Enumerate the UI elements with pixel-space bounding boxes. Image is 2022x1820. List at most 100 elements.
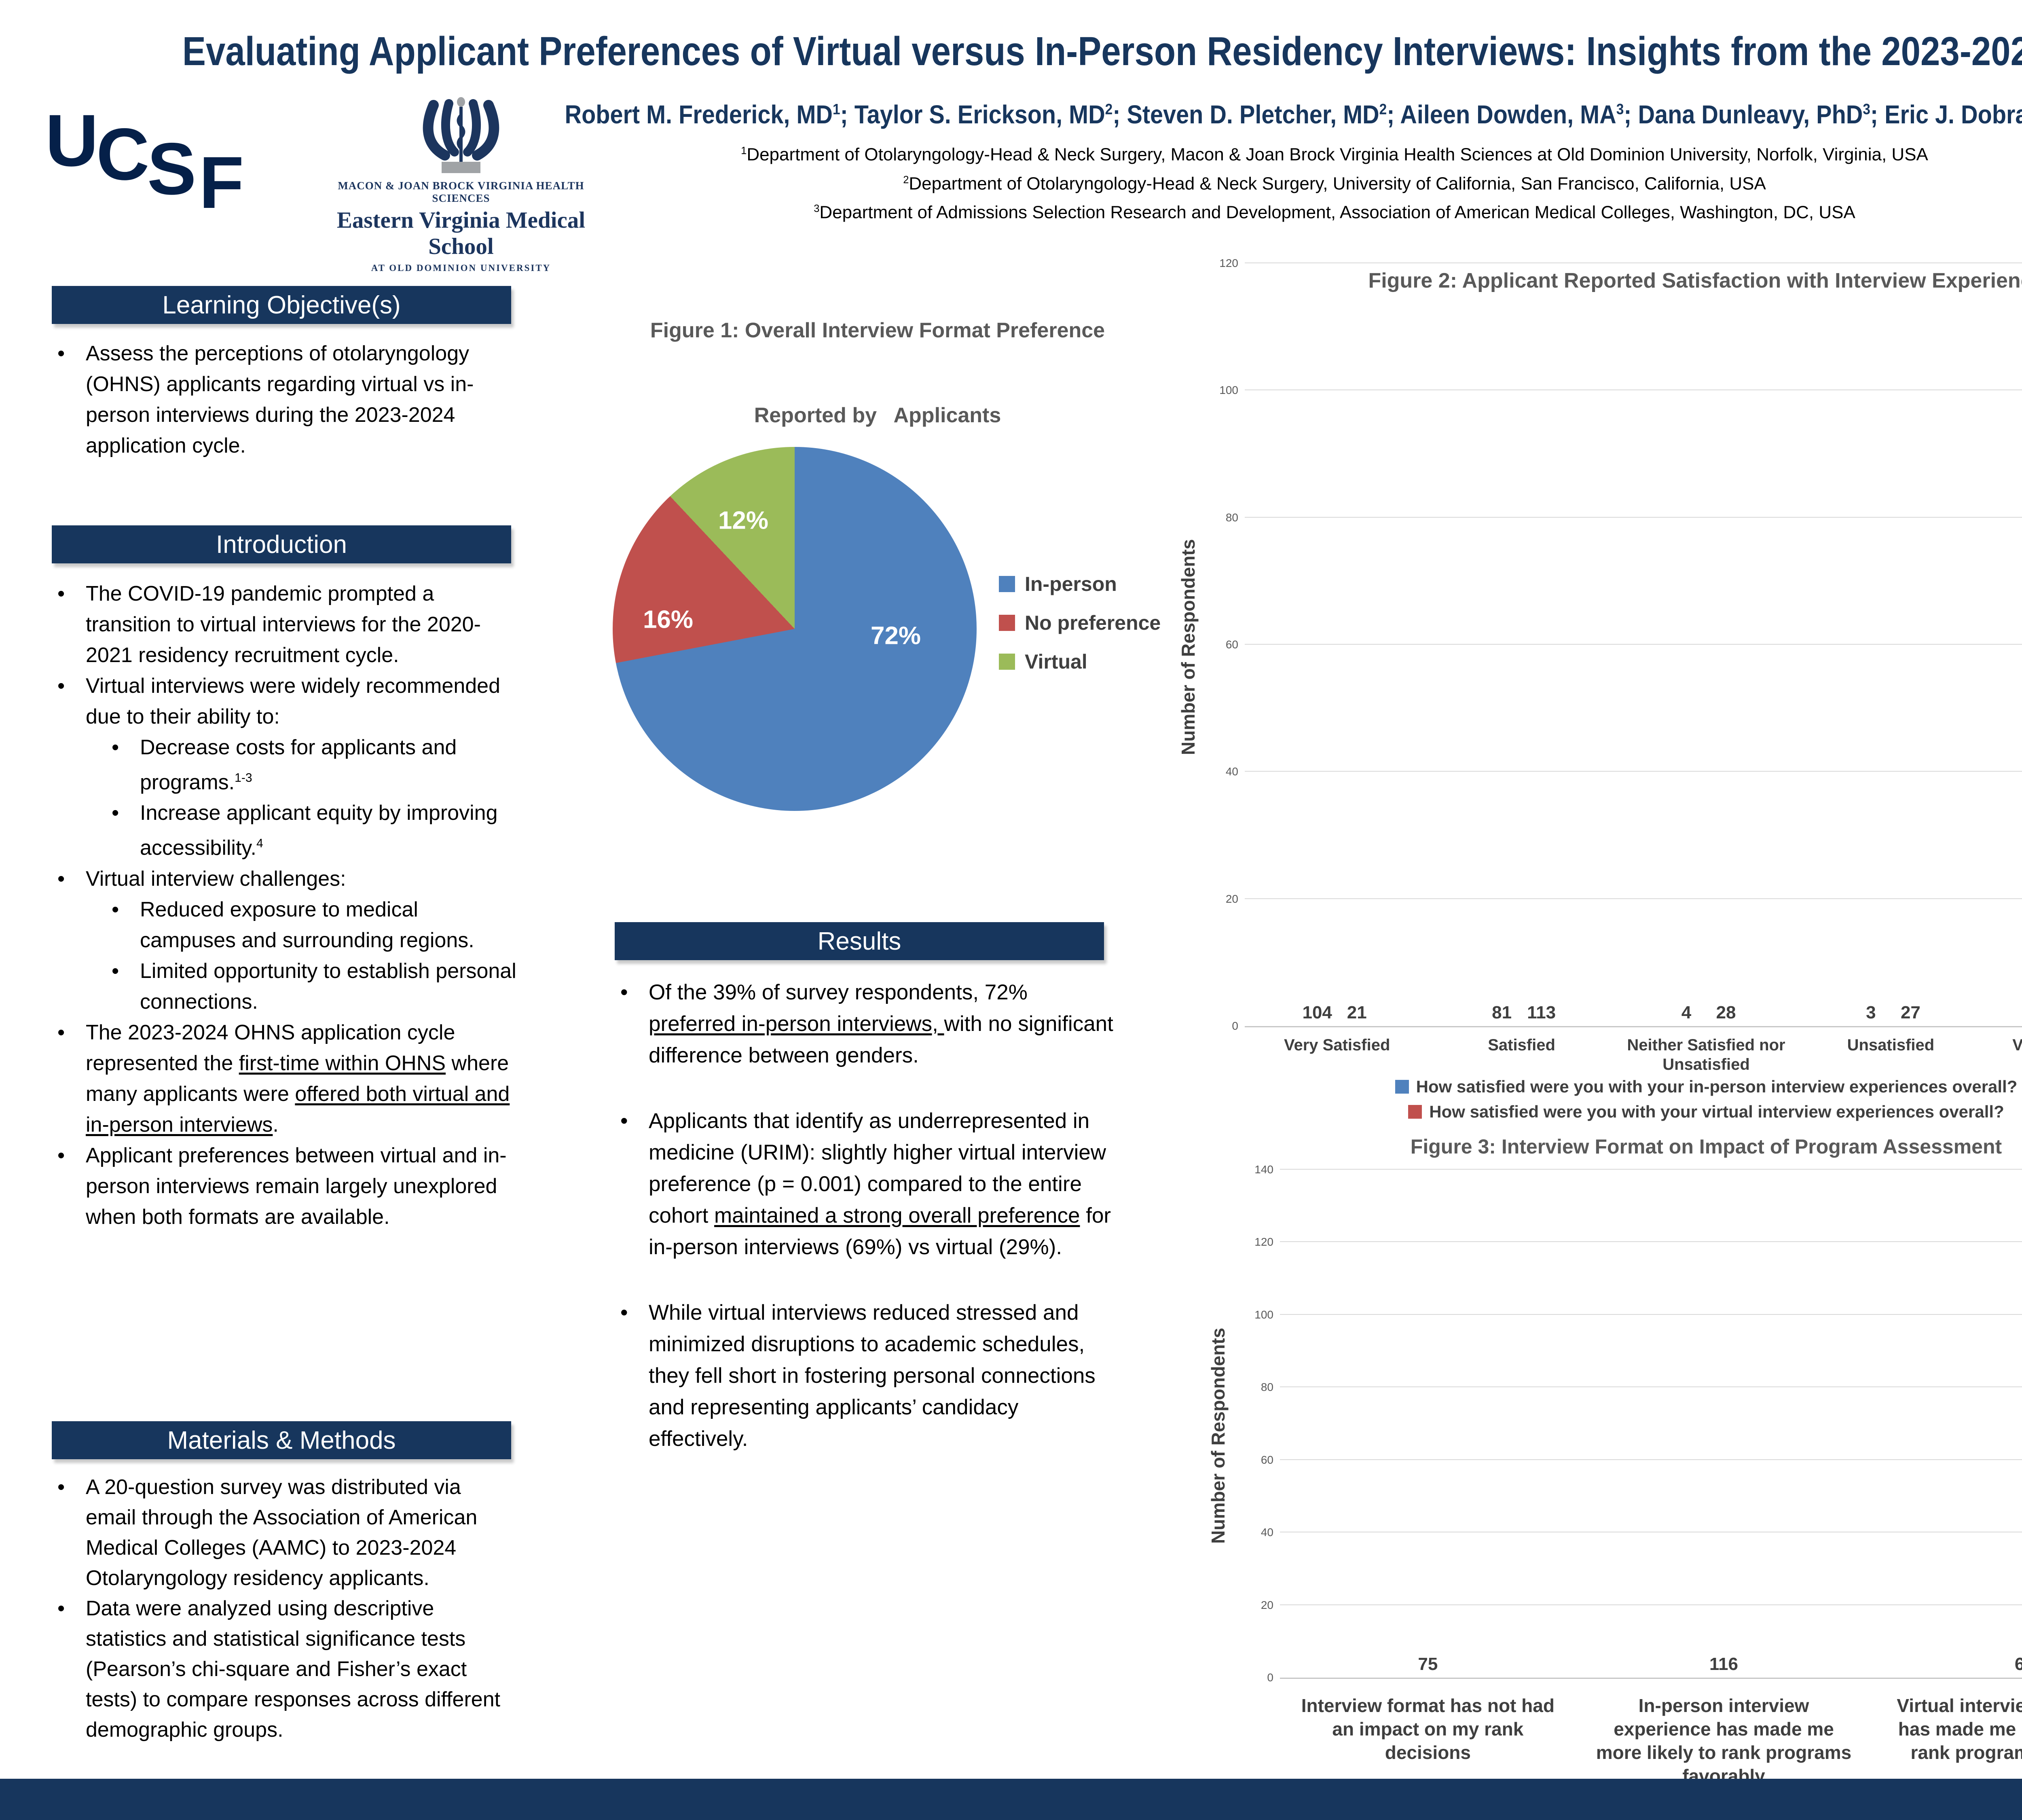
evms-logo: MACON & JOAN BROCK VIRGINIA HEALTH SCIEN… [315,97,607,273]
text-segment: Robert M. Frederick, MD [565,100,833,129]
bullet-item: • Of the 39% of survey respondents, 72% p… [615,977,1114,1071]
bullet-text: The 2023-2024 OHNS application cycle rep… [86,1017,517,1140]
superscript: 2 [1379,100,1387,118]
bullet-item: • Applicant preferences between virtual a… [52,1140,517,1232]
learning-objectives-list: • Assess the perceptions of otolaryngolog… [52,338,517,461]
page-title: Evaluating Applicant Preferences of Virt… [0,28,2022,75]
bullet-item: • The COVID-19 pandemic prompted a transi… [52,578,517,671]
superscript: 1 [741,145,747,157]
bullet-icon: • [620,1301,628,1325]
bar-value-label: 27 [1900,1003,1920,1022]
bullet-icon: • [112,959,119,983]
legend-item: No preference [999,611,1161,635]
figure2-bar-chart: 020406080100120104218111342832715 [1219,257,2022,1032]
ucsf-letter: U [45,99,98,182]
bullet-item: • Applicants that identify as underrepres… [615,1105,1114,1263]
bullet-text: Of the 39% of survey respondents, 72% pr… [649,977,1114,1071]
x-axis-category-label: Interview format has not had an impact o… [1301,1695,1555,1763]
legend-item: How satisfied were you with your in-pers… [1245,1077,2022,1096]
text-segment: While virtual interviews reduced stresse… [649,1301,1096,1451]
text-segment: Reduced exposure to medical campuses and… [140,897,474,952]
bullet-text: Data were analyzed using descriptive sta… [86,1594,517,1745]
section-header-materials-methods: Materials & Methods [52,1421,511,1459]
y-axis-tick-label: 20 [1225,892,1238,905]
ucsf-letter: C [96,113,149,195]
text-segment: The COVID-19 pandemic prompted a transit… [86,582,481,667]
legend-swatch-icon [999,615,1015,631]
list-item: • Of the 39% of survey respondents, 72% p… [615,977,1114,1071]
superscript: 4 [256,837,263,851]
evms-subtitle: MACON & JOAN BROCK VIRGINIA HEALTH SCIEN… [338,180,584,204]
figure1-title-line2: Reported by Applicants [754,404,1001,427]
bullet-item: • While virtual interviews reduced stress… [615,1297,1114,1455]
text-segment: Applicants that identify as underreprese… [649,1109,1106,1227]
text-segment: Limited opportunity to establish persona… [140,959,516,1014]
legend-item: Virtual [999,650,1161,673]
figure2-y-axis-label: Number of Respondents [1178,539,1199,756]
y-axis-tick-label: 120 [1254,1236,1273,1249]
text-segment: Applicant preferences between virtual an… [86,1143,507,1229]
list-item: • Applicants that identify as underrepres… [615,1105,1114,1263]
gridline [1280,1604,2022,1605]
x-axis-category-label: Neither Satisfied nor Unsatisfied [1627,1036,1785,1073]
list-item: • While virtual interviews reduced stress… [615,1297,1114,1455]
bullet-text: Applicants that identify as underreprese… [649,1105,1114,1263]
bar-groups: 75 116 6 [1280,1170,2022,1678]
figure3-title: Figure 3: Interview Format on Impact of … [1410,1135,2002,1158]
list-item: • Assess the perceptions of otolaryngolog… [52,338,517,461]
bullet-text: A 20-question survey was distributed via… [86,1472,517,1594]
bullet-icon: • [112,736,119,759]
legend-label: How satisfied were you with your virtual… [1429,1102,2004,1121]
y-axis-tick-label: 0 [1267,1671,1273,1684]
y-axis-tick-label: 40 [1261,1526,1273,1539]
gridline [1280,1241,2022,1242]
pie-slice-label-virtual: 12% [718,506,769,535]
section-header-learning-objectives: Learning Objective(s) [52,286,511,324]
results-list: • Of the 39% of survey respondents, 72% p… [615,977,1114,1489]
bullet-icon: • [620,980,628,1004]
legend-label: No preference [1025,612,1161,634]
bullet-text: Increase applicant equity by improving a… [140,798,517,863]
gridline [1245,898,2022,899]
bar-value-label: 116 [1709,1654,1738,1674]
text-segment: Department of Admissions Selection Resea… [819,202,1855,222]
sub-bullet-item: • Decrease costs for applicants and progr… [106,732,517,798]
list-item: • The 2023-2024 OHNS application cycle re… [52,1017,517,1140]
legend-swatch-icon [1408,1105,1422,1119]
gridline [1245,389,2022,391]
y-axis-tick-label: 120 [1219,257,1238,269]
text-segment: ; Eric J. Dobratz, MD [1870,100,2022,129]
legend-swatch-icon [999,654,1015,670]
text-segment: for in-person interviews (69%) vs virtua… [649,1204,1111,1259]
superscript: 3 [814,203,820,215]
materials-methods-list: • A 20-question survey was distributed vi… [52,1472,517,1745]
y-axis-tick-label: 80 [1261,1381,1273,1394]
bullet-icon: • [112,897,119,921]
gridline [1245,516,2022,518]
bullet-icon: • [620,1109,628,1133]
bullet-text: While virtual interviews reduced stresse… [649,1297,1114,1455]
list-item: • The COVID-19 pandemic prompted a transi… [52,578,517,671]
text-segment: Decrease costs for applicants and progra… [140,736,457,794]
section-header-results: Results [615,922,1104,960]
sub-bullet-item: • Limited opportunity to establish person… [106,956,517,1017]
bullet-icon: • [57,674,65,698]
bullet-text: Virtual interview challenges: [86,863,517,894]
y-axis-tick-label: 0 [1232,1020,1238,1032]
bar-value-label: 75 [1418,1654,1438,1674]
figure3-y-axis-label: Number of Respondents [1208,1327,1229,1544]
y-axis-tick-label: 100 [1254,1308,1273,1321]
text-segment: ; Dana Dunleavy, PhD [1624,100,1863,129]
text-segment: ; Taylor S. Erickson, MD [840,100,1105,129]
legend-label: In-person [1025,573,1117,595]
figure2-x-axis-labels: Very Satisfied Satisfied Neither Satisfied… [1245,1035,2022,1074]
text-segment: where many applicants were [86,1051,509,1106]
list-item: • Virtual interview challenges: • Reduced e… [52,863,517,1017]
y-axis-tick-label: 100 [1219,384,1238,397]
pie-chart [613,447,977,811]
introduction-list: • The COVID-19 pandemic prompted a transi… [52,578,517,1232]
sub-bullet-item: • Reduced exposure to medical campuses an… [106,894,517,956]
bullet-item: • Virtual interviews were widely recommen… [52,671,517,732]
bullet-icon: • [57,1475,65,1499]
